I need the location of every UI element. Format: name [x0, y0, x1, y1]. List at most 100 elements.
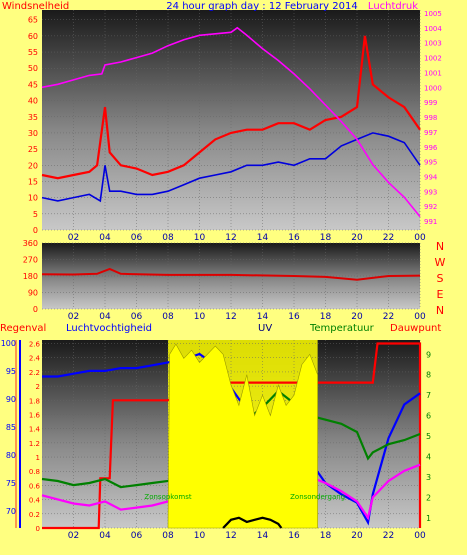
- y-humidity-tick-label: 85: [6, 423, 16, 432]
- panel-3-header-label: UV: [258, 323, 272, 334]
- series-group-3: [41, 342, 422, 530]
- y-rain-tick-label: 0.8: [29, 468, 40, 476]
- tick-labels-1: 0 5 10 15 20 25 30 35 40 45 50 55 60 65 991 992 993 994 99…: [28, 10, 443, 243]
- y-right-tick-label: 992: [424, 203, 437, 211]
- x-tick-label: 10: [194, 531, 206, 541]
- x-tick-label: 02: [68, 233, 79, 243]
- y-rain-tick-label: 2.6: [29, 341, 41, 349]
- panel-3-header-label: Regenval: [0, 323, 46, 334]
- y-rain-tick-label: 0.4: [29, 497, 41, 505]
- annotation-label: Zonsopkomst: [144, 493, 191, 501]
- y-right-tick-label: 1002: [424, 55, 442, 63]
- series-group-2: [41, 267, 421, 281]
- series-line-windstoot: [41, 132, 421, 203]
- x-tick-label: 04: [99, 531, 111, 541]
- x-tick-label: 18: [320, 531, 332, 541]
- x-tick-label: 12: [225, 233, 236, 243]
- y-left-tick-label: 5: [33, 210, 38, 219]
- x-tick-label: 08: [162, 312, 174, 322]
- y-humidity-tick-label: 80: [6, 451, 16, 460]
- tick-labels-2: 0 90 180 270 360 02 04 06 08 10 12 14 16 18 20 22 00: [23, 239, 426, 322]
- y-right-tick-label: 994: [424, 173, 438, 181]
- y-left-tick-label: 10: [28, 194, 38, 203]
- x-tick-label: 18: [320, 312, 332, 322]
- y-left-tick-label: 25: [28, 145, 38, 154]
- x-tick-label: 16: [288, 312, 300, 322]
- x-tick-label: 20: [351, 233, 363, 243]
- y-left-tick-label: 30: [28, 129, 38, 138]
- tick-labels-3: 00.20.40.60.811.21.41.61.822.22.42.67075…: [1, 339, 431, 541]
- series-area-uv: [167, 343, 318, 529]
- right-axis-label: Luchtdruk: [368, 1, 418, 12]
- panel-3-header-label: Luchtvochtigheid: [66, 323, 152, 334]
- y-humidity-tick-label: 75: [6, 479, 16, 488]
- y-uv-tick-label: 6: [426, 412, 431, 421]
- y-rain-tick-label: 1.4: [29, 426, 41, 434]
- series-line-luchtdruk: [41, 26, 421, 218]
- y-right-tick-label: 998: [424, 114, 437, 122]
- y-rain-tick-label: 2: [36, 383, 40, 391]
- chart-title: 24 hour graph day : 12 February 2014: [166, 1, 357, 12]
- y-right-tick-label: 1004: [424, 25, 442, 33]
- compass-letter: E: [437, 288, 444, 301]
- x-tick-label: 04: [99, 312, 111, 322]
- x-tick-label: 06: [131, 312, 143, 322]
- x-tick-label: 04: [99, 233, 111, 243]
- x-tick-label: 02: [68, 312, 79, 322]
- x-tick-label: 14: [257, 531, 269, 541]
- compass-letter: W: [435, 256, 446, 269]
- y-uv-tick-label: 2: [426, 493, 431, 502]
- y-left-tick-label: 0: [33, 305, 38, 314]
- y-rain-tick-label: 1.8: [29, 397, 40, 405]
- y-left-tick-label: 50: [28, 64, 38, 73]
- y-left-tick-label: 40: [28, 97, 38, 106]
- y-left-tick-label: 20: [28, 161, 38, 170]
- y-rain-tick-label: 0.6: [29, 482, 41, 490]
- compass-letter: S: [437, 272, 444, 285]
- y-left-tick-label: 180: [23, 272, 38, 281]
- x-tick-label: 10: [194, 312, 206, 322]
- y-humidity-tick-label: 100: [1, 339, 16, 348]
- y-right-tick-label: 993: [424, 188, 437, 196]
- x-tick-label: 14: [257, 312, 269, 322]
- y-rain-tick-label: 2.4: [29, 355, 41, 363]
- y-right-tick-label: 1001: [424, 69, 442, 77]
- y-right-tick-label: 996: [424, 144, 438, 152]
- series-line-windsnelheid: [41, 35, 421, 180]
- y-humidity-tick-label: 95: [6, 367, 16, 376]
- x-tick-label: 20: [351, 531, 363, 541]
- x-tick-label: 18: [320, 233, 332, 243]
- y-rain-tick-label: 2.2: [29, 369, 40, 377]
- x-tick-label: 22: [383, 233, 394, 243]
- x-tick-label: 12: [225, 312, 236, 322]
- y-left-tick-label: 90: [28, 289, 38, 298]
- panel-3-header-label: Dauwpunt: [390, 323, 441, 334]
- y-rain-tick-label: 1: [36, 454, 40, 462]
- y-left-tick-label: 35: [28, 113, 38, 122]
- y-right-tick-label: 1005: [424, 10, 442, 18]
- x-tick-label: 08: [162, 233, 174, 243]
- panel-rain-humidity-uv: 00.20.40.60.811.21.41.61.822.22.42.67075…: [0, 323, 441, 541]
- left-axis-label: Windsnelheid: [2, 1, 69, 12]
- annotations-3: Zonsopkomst Zonsondergang: [144, 493, 345, 501]
- x-tick-label: 06: [131, 233, 143, 243]
- y-left-tick-label: 65: [28, 16, 38, 25]
- y-humidity-tick-label: 90: [6, 395, 16, 404]
- panel-wind-pressure: 0 5 10 15 20 25 30 35 40 45 50 55 60 65 991 992 993 994 99…: [2, 1, 442, 243]
- y-left-tick-label: 60: [28, 32, 38, 41]
- y-uv-tick-label: 7: [426, 391, 431, 400]
- y-left-tick-label: 360: [23, 239, 38, 248]
- grid-2: [42, 242, 421, 310]
- y-uv-tick-label: 8: [426, 371, 431, 380]
- x-tick-label: 10: [194, 233, 206, 243]
- x-tick-label: 00: [414, 531, 426, 541]
- y-uv-tick-label: 3: [426, 473, 431, 482]
- y-uv-tick-label: 4: [426, 452, 431, 461]
- y-right-tick-label: 997: [424, 129, 437, 137]
- y-right-tick-label: 991: [424, 218, 437, 226]
- y-uv-tick-label: 5: [426, 432, 431, 441]
- y-right-tick-label: 1000: [424, 84, 442, 92]
